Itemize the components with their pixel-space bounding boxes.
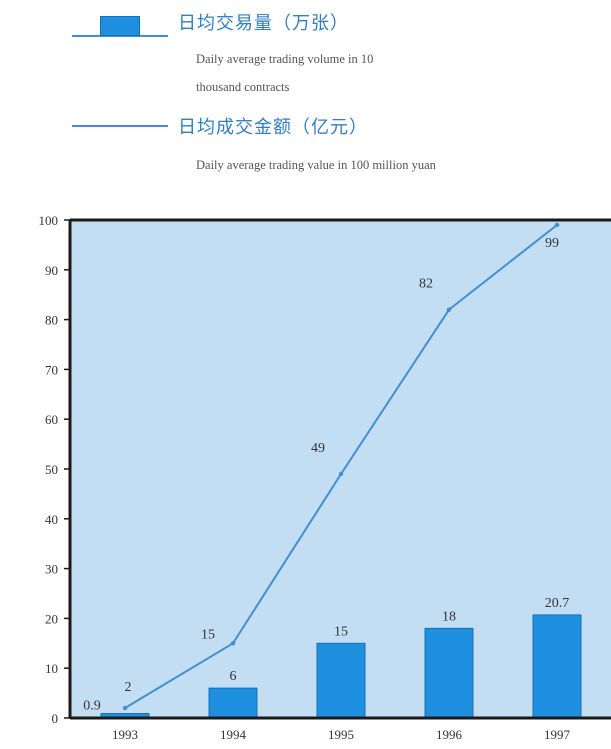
bar-value-label: 6	[230, 669, 237, 684]
line-value-label: 99	[545, 236, 559, 251]
line-point-1996	[446, 307, 452, 312]
line-value-label: 49	[311, 441, 325, 456]
legend-line-cn: 日均成交金额（亿元）	[178, 117, 368, 137]
legend-bar-cn: 日均交易量（万张）	[178, 13, 349, 33]
data-labels: 0.9 6 15 18 20.7 2 15 49 82 99	[83, 236, 569, 714]
line-value-label: 82	[419, 277, 433, 292]
bar-value-label: 0.9	[83, 699, 101, 714]
legend-bar-swatch-baseline	[72, 35, 168, 37]
bar-value-label: 20.7	[545, 596, 570, 611]
bar-value-label: 15	[334, 624, 348, 639]
legend-line-swatch	[72, 125, 168, 127]
y-tick-label: 80	[45, 313, 58, 328]
x-axis: 1993 1994 1995 1996 1997	[112, 727, 571, 742]
legend-bar-swatch-block	[100, 16, 140, 36]
x-tick-label: 1993	[112, 727, 138, 742]
plot-area	[70, 220, 611, 718]
line-point-1993	[122, 705, 128, 711]
y-tick-label: 10	[45, 661, 58, 676]
legend-line-en: Daily average trading value in 100 milli…	[196, 158, 436, 172]
line-value-label: 2	[125, 680, 132, 695]
y-tick-label: 100	[39, 213, 59, 228]
y-tick-label: 30	[45, 562, 58, 577]
legend: 日均交易量（万张） Daily average trading volume i…	[0, 0, 611, 190]
line-point-1994	[230, 641, 236, 646]
x-tick-label: 1997	[544, 727, 571, 742]
y-axis: 0 10 20 30 40 50 60 70 80 90 100	[39, 213, 70, 726]
line-series	[122, 222, 560, 711]
y-tick-label: 50	[45, 462, 58, 477]
legend-bar-en-line2: thousand contracts	[196, 80, 290, 94]
bar-1997	[532, 614, 582, 719]
y-tick-label: 90	[45, 263, 58, 278]
y-tick-label: 0	[52, 711, 59, 726]
x-tick-label: 1995	[328, 727, 354, 742]
bar-value-label: 18	[442, 609, 456, 624]
line-value-label: 15	[201, 627, 215, 642]
bar-series	[100, 614, 582, 719]
line-point-1995	[338, 471, 344, 477]
y-tick-label: 40	[45, 512, 58, 527]
x-tick-label: 1994	[220, 727, 247, 742]
line-point-1997	[554, 222, 560, 228]
y-tick-label: 70	[45, 362, 58, 377]
bar-1996	[424, 627, 474, 719]
legend-bar-en-line1: Daily average trading volume in 10	[196, 52, 374, 66]
bar-1995	[316, 642, 366, 719]
y-tick-label: 20	[45, 611, 58, 626]
bar-1994	[208, 687, 258, 719]
legend-bar-swatch	[72, 8, 168, 38]
y-tick-label: 60	[45, 412, 58, 427]
x-tick-label: 1996	[436, 727, 463, 742]
chart: 0 10 20 30 40 50 60 70 80 90 100 0.9 6 15 18 20.7 2 15 49…	[39, 213, 611, 742]
